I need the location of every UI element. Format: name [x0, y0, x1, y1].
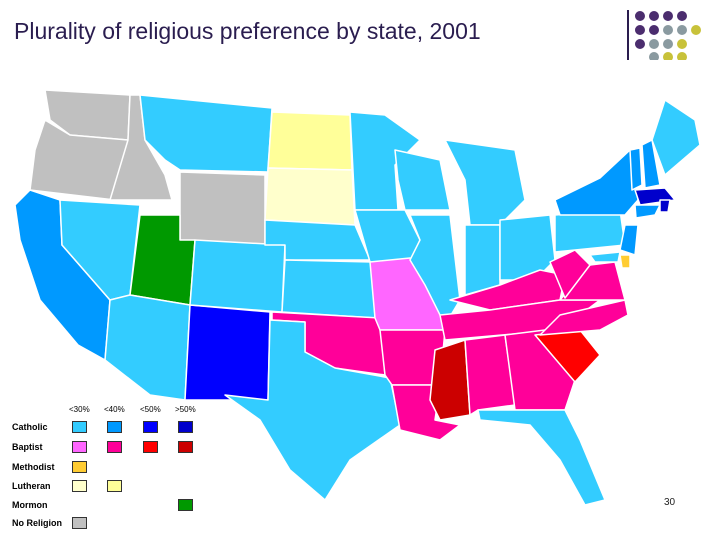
slide-title: Plurality of religious preference by sta… — [14, 18, 481, 44]
legend-header-lt40: <40% — [104, 405, 125, 414]
legend-label-baptist: Baptist — [12, 442, 43, 452]
state-florida — [477, 409, 606, 506]
state-illinois — [409, 214, 461, 326]
legend-swatch — [107, 421, 122, 433]
page-number: 30 — [664, 497, 676, 508]
state-south-dakota — [264, 167, 356, 226]
legend-swatch — [72, 421, 87, 433]
state-arizona — [104, 294, 191, 401]
state-connecticut — [634, 204, 661, 219]
map-legend: <30% <40% <50% >50% Catholic Baptist Met… — [8, 405, 213, 535]
legend-swatch — [178, 441, 193, 453]
state-rhode-island — [659, 199, 671, 213]
state-montana — [139, 94, 273, 173]
state-vermont — [629, 147, 643, 191]
state-pennsylvania — [554, 209, 626, 253]
state-ohio — [499, 214, 556, 281]
us-religion-map — [14, 89, 701, 506]
state-new-jersey — [619, 224, 639, 256]
state-texas — [224, 319, 401, 501]
legend-label-lutheran: Lutheran — [12, 481, 51, 491]
legend-swatch — [178, 421, 193, 433]
state-new-hampshire — [641, 139, 661, 189]
legend-swatch — [72, 441, 87, 453]
legend-swatch — [107, 480, 122, 492]
state-north-carolina — [539, 299, 629, 336]
state-north-dakota — [267, 111, 353, 171]
state-new-mexico — [184, 304, 271, 401]
legend-label-no-religion: No Religion — [12, 518, 62, 528]
state-delaware — [619, 254, 631, 269]
legend-swatch — [72, 517, 87, 529]
state-michigan — [444, 139, 526, 226]
legend-header-gt50: >50% — [175, 405, 196, 414]
state-wyoming — [179, 171, 266, 246]
legend-swatch — [143, 441, 158, 453]
legend-header-lt30: <30% — [69, 405, 90, 414]
state-georgia — [504, 329, 576, 411]
state-west-virginia — [549, 249, 591, 299]
state-kansas — [281, 259, 376, 319]
legend-label-mormon: Mormon — [12, 500, 48, 510]
legend-swatch — [72, 480, 87, 492]
legend-swatch — [72, 461, 87, 473]
legend-swatch — [143, 421, 158, 433]
legend-label-catholic: Catholic — [12, 422, 48, 432]
state-maine — [651, 99, 701, 176]
legend-header-lt50: <50% — [140, 405, 161, 414]
state-indiana — [464, 224, 501, 296]
state-new-york — [554, 149, 639, 216]
decorative-dot-grid — [635, 11, 701, 60]
title-divider — [627, 10, 629, 60]
legend-swatch — [178, 499, 193, 511]
state-alabama — [464, 334, 516, 416]
legend-swatch — [107, 441, 122, 453]
state-maryland — [589, 251, 621, 263]
state-wisconsin — [394, 149, 451, 211]
state-mississippi — [429, 339, 471, 421]
state-colorado — [189, 239, 286, 313]
legend-label-methodist: Methodist — [12, 462, 55, 472]
